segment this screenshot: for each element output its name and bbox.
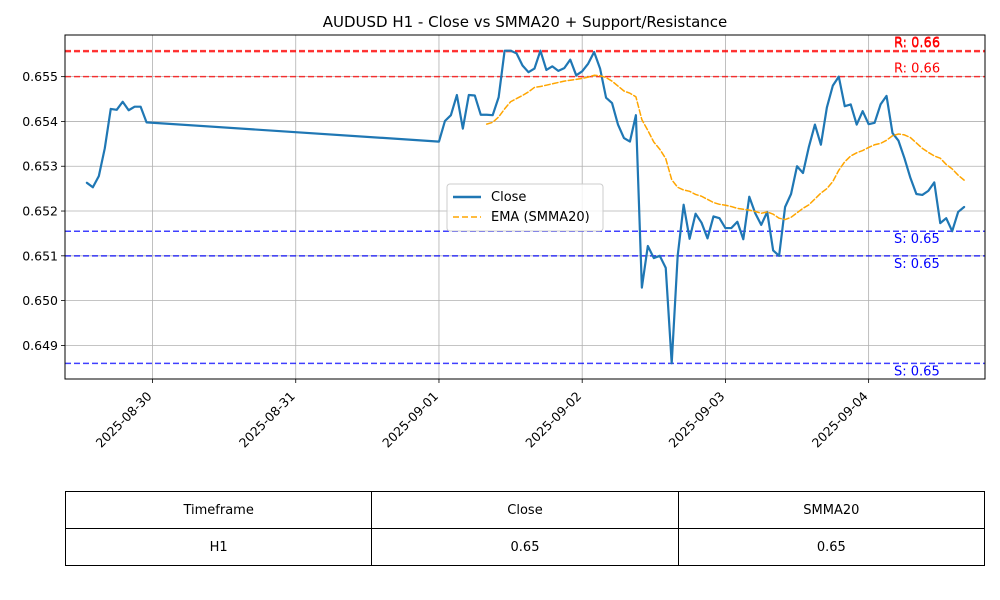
x-tick-label: 2025-09-03 [666, 389, 728, 451]
summary-table: Timeframe Close SMMA20 H1 0.65 0.65 [64, 491, 986, 566]
y-tick-label: 0.651 [22, 248, 58, 263]
legend-label-ema: EMA (SMMA20) [491, 210, 590, 225]
series-layer [85, 49, 966, 365]
smma-series-line [485, 74, 965, 221]
table-header-cell: Timeframe [64, 491, 373, 529]
legend: Close EMA (SMMA20) [446, 183, 604, 232]
y-tick-label: 0.652 [22, 204, 58, 219]
resistance-label: R: 0.66 [894, 62, 940, 77]
x-tick-label: 2025-09-04 [809, 388, 871, 450]
y-tick-label: 0.650 [22, 293, 58, 308]
y-tick-label: 0.654 [22, 114, 58, 129]
axes: 0.649 0.650 0.651 0.652 0.653 0.654 0.655 2025-… [22, 34, 986, 451]
legend-box [446, 183, 604, 232]
table-header-row: Timeframe Close SMMA20 [64, 491, 986, 529]
y-tick-label: 0.649 [22, 338, 58, 353]
table-row: H1 0.65 0.65 [64, 528, 986, 566]
x-tick-label: 2025-09-02 [522, 389, 584, 451]
table-header-cell: SMMA20 [677, 491, 986, 529]
close-series-line [85, 49, 966, 365]
support-label: S: 0.65 [894, 232, 940, 247]
x-tick-label: 2025-08-31 [236, 389, 298, 451]
plot-frame [64, 34, 986, 380]
table-header-cell: Close [371, 491, 679, 529]
table-cell: H1 [64, 528, 373, 566]
resistance-label: R: 0.66 [894, 36, 940, 51]
support-label: S: 0.65 [894, 364, 940, 379]
table-cell: 0.65 [677, 528, 986, 566]
chart-title: AUDUSD H1 - Close vs SMMA20 + Support/Re… [323, 13, 728, 31]
support-resistance-labels: R: 0.66R: 0.66R: 0.66S: 0.65S: 0.65S: 0.… [894, 36, 940, 380]
table-cell: 0.65 [371, 528, 679, 566]
chart: AUDUSD H1 - Close vs SMMA20 + Support/Re… [22, 13, 986, 451]
support-label: S: 0.65 [894, 257, 940, 272]
resistance-label: R: 0.66 [894, 37, 940, 52]
y-tick-label: 0.653 [22, 159, 58, 174]
legend-label-close: Close [491, 190, 526, 205]
x-tick-label: 2025-09-01 [379, 389, 441, 451]
y-tick-label: 0.655 [22, 69, 58, 84]
x-tick-label: 2025-08-30 [93, 388, 155, 450]
